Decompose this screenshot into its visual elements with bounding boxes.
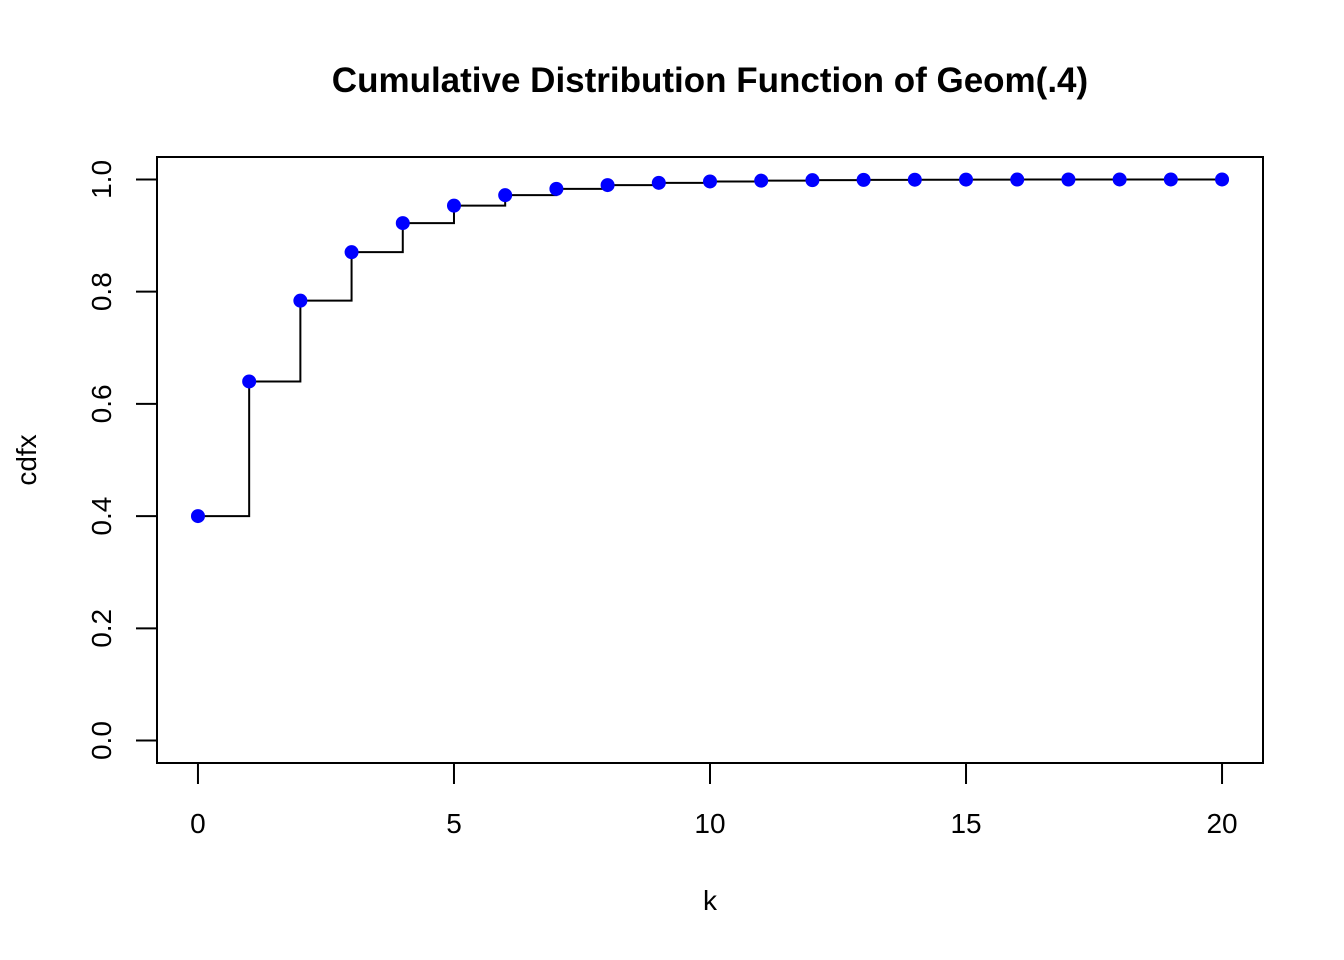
y-tick-label: 0.8	[86, 272, 117, 311]
y-tick-label: 0.4	[86, 497, 117, 536]
y-tick-label: 1.0	[86, 160, 117, 199]
cdf-points	[190, 172, 1230, 524]
data-point	[293, 293, 308, 308]
data-point	[907, 172, 922, 187]
cdf-step-line	[197, 178, 1224, 518]
data-point	[856, 172, 871, 187]
data-point	[651, 175, 666, 190]
data-point	[1163, 172, 1178, 187]
chart-title: Cumulative Distribution Function of Geom…	[332, 61, 1088, 100]
data-point	[1112, 172, 1127, 187]
data-point	[446, 198, 461, 213]
x-tick-label: 10	[694, 808, 725, 839]
x-axis-label: k	[703, 885, 718, 916]
data-point	[1215, 172, 1230, 187]
x-axis: 0 5 10 15 20	[190, 762, 1238, 839]
data-point	[805, 173, 820, 188]
step-line-path	[197, 178, 1224, 518]
data-point	[498, 188, 513, 203]
y-axis: 0.0 0.2 0.4 0.6 0.8 1.0	[86, 160, 158, 760]
data-point	[549, 181, 564, 196]
data-point	[959, 172, 974, 187]
data-point	[395, 216, 410, 231]
data-point	[1010, 172, 1025, 187]
y-axis-label: cdfx	[11, 434, 42, 485]
x-tick-label: 15	[950, 808, 981, 839]
data-point	[242, 374, 257, 389]
y-tick-label: 0.6	[86, 384, 117, 423]
data-point	[1061, 172, 1076, 187]
x-tick-label: 5	[446, 808, 462, 839]
data-point	[344, 245, 359, 260]
x-tick-label: 20	[1206, 808, 1237, 839]
data-point	[600, 178, 615, 193]
data-point	[190, 509, 205, 524]
data-point	[703, 174, 717, 189]
y-tick-label: 0.2	[86, 609, 117, 648]
x-tick-label: 0	[190, 808, 206, 839]
plot-frame	[156, 156, 1264, 764]
data-point	[754, 173, 769, 188]
y-tick-label: 0.0	[86, 721, 117, 760]
